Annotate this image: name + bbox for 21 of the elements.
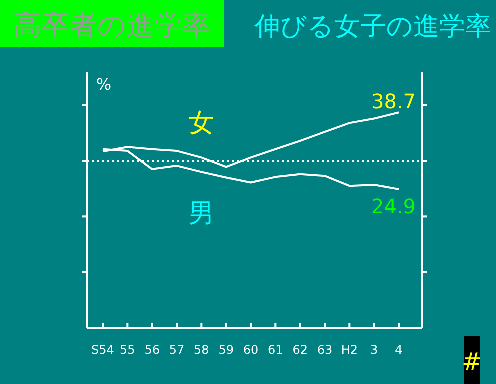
- x-tick-label: 59: [218, 343, 234, 357]
- x-tick-label: S54: [92, 343, 114, 357]
- x-tick-label: 58: [194, 343, 210, 357]
- x-tick-label: 4: [395, 343, 403, 357]
- series-label: 女: [188, 108, 215, 139]
- x-tick-label: 3: [370, 343, 378, 357]
- x-tick-label: 57: [169, 343, 185, 357]
- data-label: 24.9: [371, 194, 416, 218]
- x-tick-label: H2: [341, 343, 358, 357]
- x-tick-label: 61: [268, 343, 284, 357]
- text: #: [462, 348, 482, 376]
- x-tick-label: 56: [144, 343, 160, 357]
- series-label: 男: [188, 199, 215, 230]
- chart-title: 高卒者の進学率: [14, 9, 210, 42]
- data-label: 38.7: [371, 90, 416, 114]
- x-tick-label: 55: [120, 343, 136, 357]
- chart-subtitle: 伸びる女子の進学率: [254, 12, 492, 42]
- x-tick-label: 60: [243, 343, 259, 357]
- x-tick-label: 63: [317, 343, 333, 357]
- y-axis-title: %: [96, 75, 112, 94]
- x-tick-label: 62: [292, 343, 308, 357]
